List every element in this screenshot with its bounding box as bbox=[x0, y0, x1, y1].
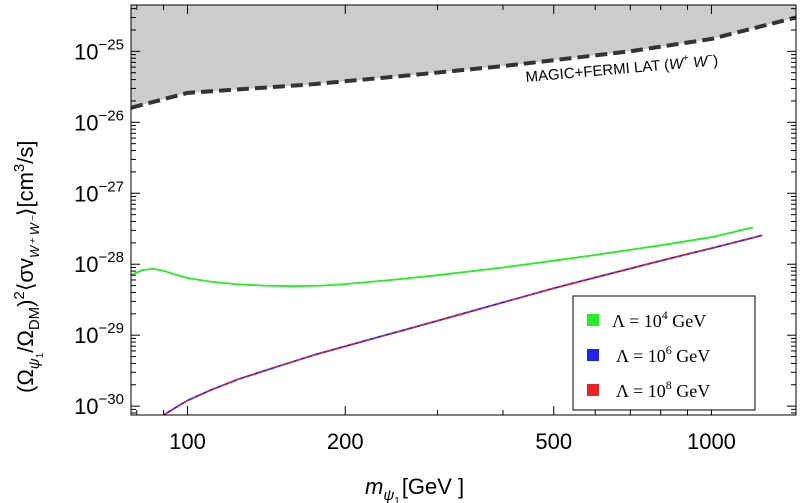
y-tick-base: 10 bbox=[74, 394, 98, 419]
y-title-p3sup: 2 bbox=[11, 291, 28, 299]
constraint-label-sup1: + bbox=[682, 53, 689, 64]
y-tick-label: 10−26 bbox=[74, 107, 124, 135]
constraint-label-sup2: − bbox=[706, 51, 713, 62]
legend-unit-1e8: GeV bbox=[672, 381, 711, 401]
y-title-p4: ⟨σv bbox=[13, 258, 38, 291]
series-line-3 bbox=[163, 234, 763, 415]
constraint-label-w1: W bbox=[668, 55, 685, 73]
y-tick-label: 10−28 bbox=[74, 249, 124, 277]
x-axis-title-sub: ψ bbox=[383, 487, 394, 503]
legend-unit-1e6: GeV bbox=[672, 346, 711, 366]
y-tick-exponent: −29 bbox=[99, 320, 124, 337]
x-axis-title-unit: [GeV ] bbox=[402, 474, 464, 499]
legend-sup-1e8: 8 bbox=[666, 378, 672, 392]
legend-swatch-1e6 bbox=[587, 349, 599, 361]
y-axis-title: (Ωψ1/ΩDM)2⟨σvW⁺ W⁻⟩[cm3/s] bbox=[11, 141, 46, 394]
legend-box bbox=[572, 295, 756, 411]
legend-sup-1e6: 6 bbox=[666, 343, 672, 357]
constraint-label-w2: W bbox=[688, 53, 710, 72]
excluded-region bbox=[131, 5, 796, 108]
y-title-p1subsub: 1 bbox=[35, 352, 46, 358]
y-tick-label: 10−30 bbox=[74, 391, 124, 419]
legend-label-1e4: Λ = 104 GeV bbox=[612, 308, 706, 331]
series-line-1 bbox=[131, 226, 754, 288]
legend-swatch-1e8 bbox=[587, 384, 599, 396]
x-axis-title-base: m bbox=[365, 474, 383, 499]
x-axis-title-subsub: 1 bbox=[394, 496, 400, 503]
x-tick-label: 500 bbox=[535, 429, 572, 454]
constraint-label-close: ) bbox=[712, 52, 718, 69]
legend-main-1e6: Λ = 10 bbox=[616, 346, 666, 366]
y-title-p4sub: W⁺ W⁻ bbox=[27, 215, 42, 258]
legend-unit-1e4: GeV bbox=[668, 311, 707, 331]
y-tick-exponent: −27 bbox=[99, 178, 124, 195]
legend: Λ = 104 GeV Λ = 106 GeV Λ = 108 GeV bbox=[572, 295, 756, 411]
legend-swatch-1e4 bbox=[587, 314, 599, 326]
y-title-p3: ) bbox=[13, 300, 38, 307]
y-tick-exponent: −25 bbox=[99, 36, 124, 53]
legend-label-1e8: Λ = 108 GeV bbox=[616, 378, 710, 401]
y-title-p5: ⟩[cm bbox=[13, 172, 38, 216]
x-tick-label: 200 bbox=[327, 429, 364, 454]
y-tick-label: 10−25 bbox=[74, 36, 124, 64]
y-title-p6: /s] bbox=[13, 141, 38, 164]
y-tick-base: 10 bbox=[74, 323, 98, 348]
legend-sup-1e4: 4 bbox=[662, 308, 668, 322]
legend-main-1e8: Λ = 10 bbox=[616, 381, 666, 401]
y-tick-base: 10 bbox=[74, 181, 98, 206]
x-tick-label: 100 bbox=[169, 429, 206, 454]
x-axis-title: mψ1[GeV ] bbox=[365, 474, 464, 503]
y-tick-exponent: −26 bbox=[99, 107, 124, 124]
y-tick-label: 10−29 bbox=[74, 320, 124, 348]
x-tick-label: 1000 bbox=[687, 429, 736, 454]
y-title-p2: /Ω bbox=[13, 330, 38, 353]
y-title-p1: (Ω bbox=[13, 369, 38, 393]
y-title-p1sub: ψ bbox=[26, 358, 43, 369]
legend-label-1e6: Λ = 106 GeV bbox=[616, 343, 710, 366]
y-tick-exponent: −30 bbox=[99, 391, 124, 408]
legend-main-1e4: Λ = 10 bbox=[612, 311, 662, 331]
y-title-p2sub: DM bbox=[26, 307, 43, 330]
y-tick-exponent: −28 bbox=[99, 249, 124, 266]
plot-frame bbox=[130, 4, 797, 416]
y-tick-base: 10 bbox=[74, 39, 98, 64]
y-tick-label: 10−27 bbox=[74, 178, 124, 206]
y-tick-base: 10 bbox=[74, 252, 98, 277]
y-tick-base: 10 bbox=[74, 110, 98, 135]
magic-fermi-constraint-line bbox=[131, 15, 796, 110]
y-title-p5sup: 3 bbox=[11, 164, 28, 172]
